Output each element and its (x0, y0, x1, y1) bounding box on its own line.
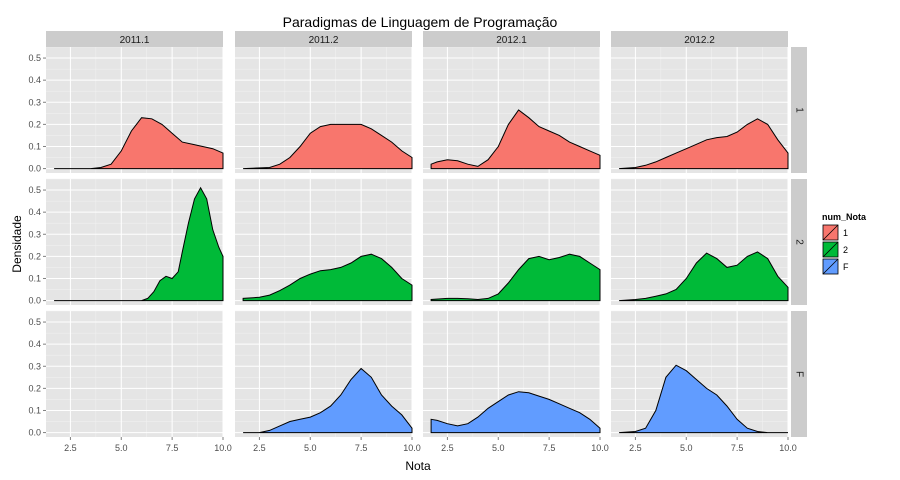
x-axis-title: Nota (405, 459, 431, 473)
x-tick-label: 7.5 (355, 443, 368, 453)
legend-title: num_Nota (822, 212, 867, 222)
density-area-2-2011.1 (54, 186, 224, 302)
y-tick-label: 0.3 (28, 229, 41, 239)
x-tick-label: 5.0 (115, 443, 128, 453)
density-area-2-2011.2 (242, 253, 413, 302)
column-strip (235, 31, 412, 47)
y-tick-label: 0.4 (28, 75, 41, 85)
y-tick-label: 0.3 (28, 361, 41, 371)
legend: num_Nota 1 2 F (821, 212, 867, 276)
y-tick-label: 0.2 (28, 383, 41, 393)
column-strip-label: 2011.2 (309, 35, 339, 46)
y-axis-title: Densidade (10, 215, 24, 273)
panel-F-2011.1 (46, 310, 224, 437)
x-tick-label: 7.5 (543, 443, 556, 453)
density-area-1-2011.2 (243, 123, 413, 170)
legend-key-slash (822, 241, 839, 258)
density-area-1-2011.1 (54, 117, 224, 170)
row-strip-label: 2 (794, 239, 805, 245)
x-tick-label: 5.0 (304, 443, 317, 453)
x-tick-label: 2.5 (441, 443, 454, 453)
x-tick-label: 7.5 (731, 443, 744, 453)
x-tick-label: 10.0 (591, 443, 609, 453)
y-tick-label: 0.3 (28, 97, 41, 107)
x-tick-label: 5.0 (492, 443, 505, 453)
panel-background (46, 311, 223, 437)
column-strip-label: 2012.2 (684, 35, 715, 46)
chart-title: Paradigmas de Linguagem de Programação (283, 14, 558, 30)
y-tick-label: 0.0 (28, 164, 41, 174)
y-tick-label: 0.0 (28, 296, 41, 306)
density-area-2-2012.1 (430, 253, 601, 302)
column-strip (611, 31, 788, 47)
y-tick-label: 0.2 (28, 251, 41, 261)
x-tick-label: 2.5 (253, 443, 266, 453)
y-tick-label: 0.0 (28, 428, 41, 438)
y-tick-label: 0.1 (28, 141, 41, 151)
density-area-1-2012.2 (619, 118, 789, 170)
column-strip (423, 31, 600, 47)
legend-label: F (843, 262, 849, 272)
legend-key-slash (822, 258, 839, 275)
row-strip (791, 47, 807, 173)
y-tick-label: 0.1 (28, 405, 41, 415)
row-strip (791, 179, 807, 305)
y-tick-label: 0.4 (28, 207, 41, 217)
y-tick-label: 0.5 (28, 317, 41, 327)
legend-label: 1 (843, 228, 848, 238)
row-strip-label: 1 (794, 107, 805, 113)
y-tick-label: 0.4 (28, 339, 41, 349)
column-strip-label: 2011.1 (120, 35, 150, 46)
density-area-F-2011.2 (243, 367, 413, 434)
legend-key-slash (822, 224, 839, 241)
y-tick-label: 0.5 (28, 53, 41, 63)
y-tick-label: 0.5 (28, 185, 41, 195)
density-area-F-2012.2 (619, 364, 788, 434)
y-tick-label: 0.1 (28, 273, 41, 283)
panels-layer (46, 46, 789, 437)
column-strip-label: 2012.1 (496, 35, 527, 46)
x-tick-label: 2.5 (629, 443, 642, 453)
x-tick-label: 5.0 (680, 443, 693, 453)
ticks-layer: 0.0 0.1 0.2 0.3 0.4 0.5 0.0 0.1 0.2 0.3 0.4 0.5 0.0 0… (28, 53, 796, 453)
x-tick-label: 10.0 (214, 443, 232, 453)
x-tick-label: 10.0 (779, 443, 797, 453)
y-tick-label: 0.2 (28, 119, 41, 129)
x-tick-label: 2.5 (64, 443, 77, 453)
column-strip (46, 31, 223, 47)
row-strip (791, 311, 807, 437)
row-strip-label: F (794, 371, 805, 377)
density-area-F-2012.1 (430, 391, 601, 434)
legend-label: 2 (843, 245, 848, 255)
strips-layer: 2011.1 2011.2 2012.1 2012.2 1 2 F (46, 31, 807, 437)
x-tick-label: 7.5 (166, 443, 179, 453)
density-area-2-2012.2 (619, 251, 789, 302)
x-tick-label: 10.0 (403, 443, 421, 453)
density-area-1-2012.1 (430, 109, 601, 170)
